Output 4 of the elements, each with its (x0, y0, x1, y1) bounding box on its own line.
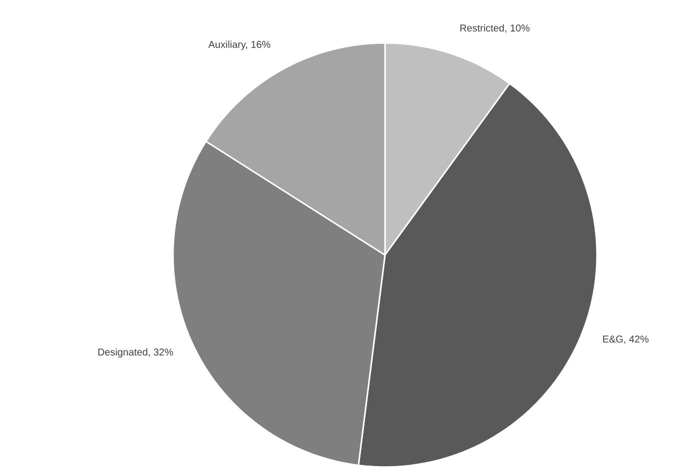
data-label: E&G, 42% (603, 336, 649, 344)
data-label: Restricted, 10% (460, 24, 530, 33)
data-label: Auxiliary, 16% (208, 40, 270, 50)
data-label: Designated, 32% (98, 348, 174, 358)
